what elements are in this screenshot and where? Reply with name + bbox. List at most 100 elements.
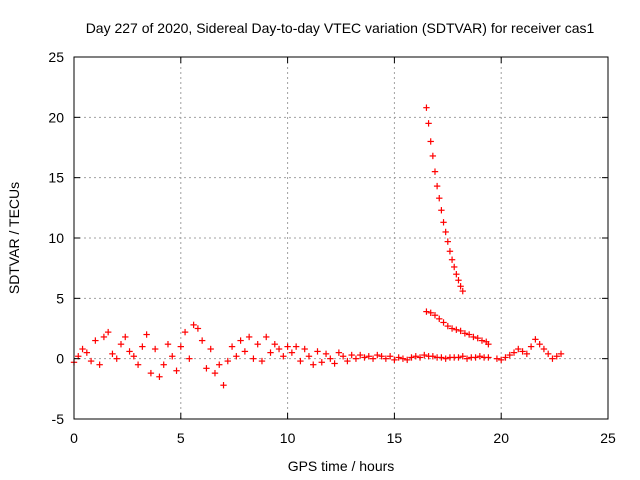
data-point xyxy=(457,327,464,335)
data-point xyxy=(245,333,253,341)
data-point xyxy=(318,359,325,366)
data-point xyxy=(122,333,129,341)
data-point xyxy=(216,361,223,368)
data-point xyxy=(446,248,454,255)
data-point xyxy=(143,331,150,338)
series-high-arc xyxy=(423,104,466,295)
y-axis-label: SDTVAR / TECUs xyxy=(6,182,22,294)
data-point xyxy=(220,382,227,389)
data-point xyxy=(305,353,313,360)
data-point xyxy=(233,353,240,360)
data-point xyxy=(412,353,419,360)
data-point xyxy=(470,333,477,341)
data-point xyxy=(448,325,456,332)
data-point xyxy=(451,263,458,271)
data-point xyxy=(292,343,300,350)
data-point xyxy=(472,354,479,361)
series-noisy-mid xyxy=(288,343,492,368)
data-point xyxy=(429,152,437,160)
data-point xyxy=(181,328,189,336)
data-point xyxy=(207,345,214,353)
data-point xyxy=(438,354,445,361)
data-point xyxy=(553,353,560,360)
data-point xyxy=(463,355,471,362)
data-point xyxy=(228,343,236,350)
data-point xyxy=(203,365,210,372)
data-point xyxy=(506,351,513,359)
data-point xyxy=(455,277,462,284)
data-point xyxy=(335,349,343,356)
y-tick-label: 5 xyxy=(56,290,64,306)
data-point xyxy=(365,353,372,360)
x-axis-label: GPS time / hours xyxy=(288,458,395,474)
data-point xyxy=(421,351,428,359)
data-point xyxy=(544,350,552,358)
data-point xyxy=(465,331,473,338)
data-point xyxy=(348,351,355,359)
data-point xyxy=(476,353,484,360)
x-tick-label: 20 xyxy=(493,430,509,446)
data-point xyxy=(160,361,167,368)
data-point xyxy=(130,353,138,360)
data-point xyxy=(190,321,197,329)
y-tick-label: -5 xyxy=(52,411,65,427)
data-point xyxy=(275,345,283,353)
data-point xyxy=(502,354,509,361)
y-tick-label: 10 xyxy=(48,230,64,246)
data-point xyxy=(92,337,99,344)
y-tick-label: 0 xyxy=(56,351,64,367)
data-point xyxy=(237,337,244,344)
data-point xyxy=(493,355,501,362)
data-point xyxy=(284,343,291,350)
data-point xyxy=(254,340,261,348)
data-point xyxy=(433,182,441,190)
data-point xyxy=(126,348,133,355)
data-point xyxy=(429,353,437,360)
data-point xyxy=(423,308,430,315)
data-point xyxy=(459,353,466,360)
data-point xyxy=(96,361,103,368)
data-point xyxy=(177,343,184,350)
series-late-arc xyxy=(493,336,565,364)
data-point xyxy=(549,355,556,362)
data-point xyxy=(431,312,439,319)
data-point xyxy=(440,319,447,326)
data-point xyxy=(374,351,381,359)
data-point xyxy=(109,350,116,358)
data-point xyxy=(211,369,219,377)
data-point xyxy=(357,351,364,359)
data-point xyxy=(263,333,270,341)
series-mid-arc xyxy=(423,308,492,348)
data-point xyxy=(457,283,464,290)
data-point xyxy=(416,354,424,361)
data-point xyxy=(186,355,193,362)
data-point xyxy=(267,349,274,356)
data-point xyxy=(527,343,535,350)
data-point xyxy=(173,367,180,374)
data-point xyxy=(331,360,338,367)
data-point xyxy=(113,355,120,362)
data-point xyxy=(391,356,398,364)
data-point xyxy=(139,343,146,350)
x-tick-label: 10 xyxy=(280,430,296,446)
data-point xyxy=(156,373,163,380)
data-point xyxy=(536,340,543,348)
x-tick-label: 25 xyxy=(600,430,616,446)
data-point xyxy=(444,238,451,245)
data-point xyxy=(288,349,296,356)
x-tick-label: 0 xyxy=(70,430,78,446)
data-point xyxy=(100,333,108,341)
data-point xyxy=(423,104,430,111)
data-point xyxy=(395,354,402,361)
data-point xyxy=(151,345,159,353)
data-point xyxy=(147,369,155,377)
data-point xyxy=(438,207,445,214)
data-point xyxy=(519,348,526,355)
data-point xyxy=(164,340,172,348)
grid xyxy=(74,57,608,419)
x-tick-label: 5 xyxy=(177,430,185,446)
data-point xyxy=(310,361,317,368)
data-point xyxy=(453,271,460,278)
data-point xyxy=(425,120,432,127)
data-point xyxy=(361,354,368,361)
